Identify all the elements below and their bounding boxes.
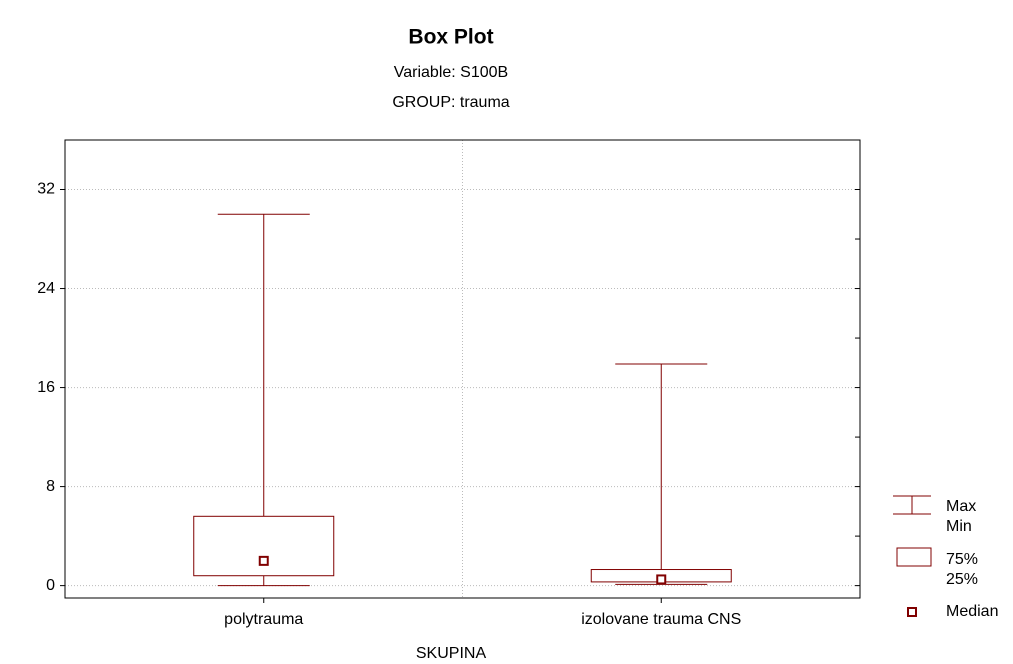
legend-label: 25% [946,571,978,588]
y-tick-label: 32 [37,181,55,198]
y-tick-label: 8 [46,478,55,495]
legend-label: Median [946,603,998,620]
legend-box [896,547,932,567]
x-tick-label: izolovane trauma CNS [581,611,741,628]
plot-frame [64,139,861,599]
subtitle: GROUP: trauma [392,94,509,111]
y-tick-label: 24 [37,280,55,297]
box [193,515,335,577]
median [656,574,667,585]
x-axis-label: SKUPINA [416,645,487,662]
legend-label: 75% [946,551,978,568]
median [258,555,269,566]
y-tick-label: 0 [46,577,55,594]
subtitle: Variable: S100B [394,64,508,81]
chart-title: Box Plot [408,26,493,49]
legend-label: Max [946,498,976,515]
x-tick-label: polytrauma [224,611,303,628]
legend-label: Min [946,518,972,535]
legend-median [907,607,917,617]
y-tick-label: 16 [37,379,55,396]
